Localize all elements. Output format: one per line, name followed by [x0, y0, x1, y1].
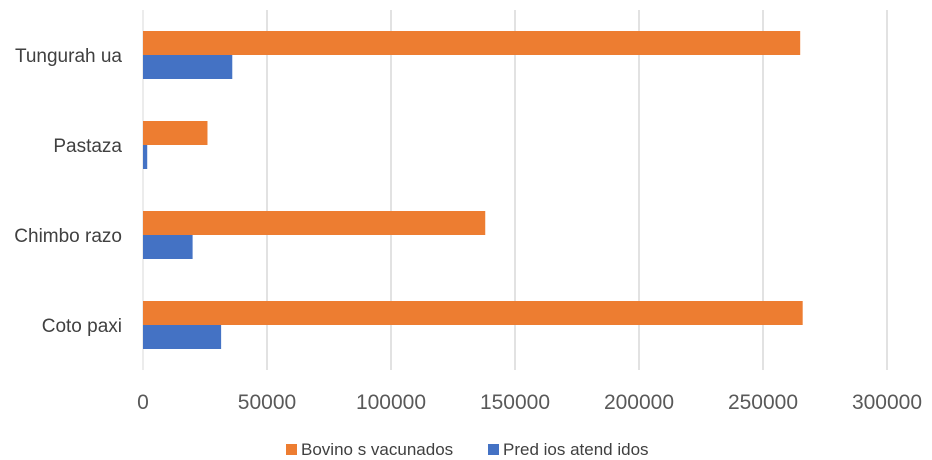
bar	[143, 301, 803, 325]
bar	[143, 235, 193, 259]
legend-label: Pred ios atend idos	[503, 440, 649, 459]
legend-label: Bovino s vacunados	[301, 440, 453, 459]
legend: Bovino s vacunados Pred ios atend idos	[286, 440, 649, 459]
x-tick-label: 0	[137, 391, 149, 414]
legend-swatch	[286, 444, 297, 455]
x-tick-label: 250000	[728, 391, 798, 414]
bar	[143, 121, 208, 145]
bar	[143, 325, 222, 349]
category-label: Chimbo razo	[14, 226, 122, 247]
x-tick-label: 50000	[238, 391, 296, 414]
legend-swatch	[488, 444, 499, 455]
x-tick-label: 300000	[852, 391, 922, 414]
x-tick-label: 200000	[604, 391, 674, 414]
category-label: Tungurah ua	[15, 46, 122, 67]
bar	[143, 211, 486, 235]
category-label: Pastaza	[53, 136, 122, 157]
x-tick-labels: 0 50000 100000 150000 200000 250000 300000	[137, 391, 922, 414]
category-label: Coto paxi	[42, 316, 122, 337]
x-tick-label: 150000	[480, 391, 550, 414]
bar	[143, 31, 801, 55]
bars	[143, 31, 803, 349]
bar	[143, 145, 148, 169]
category-labels: Tungurah ua Pastaza Chimbo razo Coto paxi	[14, 46, 122, 337]
x-tick-label: 100000	[356, 391, 426, 414]
bar	[143, 55, 233, 79]
